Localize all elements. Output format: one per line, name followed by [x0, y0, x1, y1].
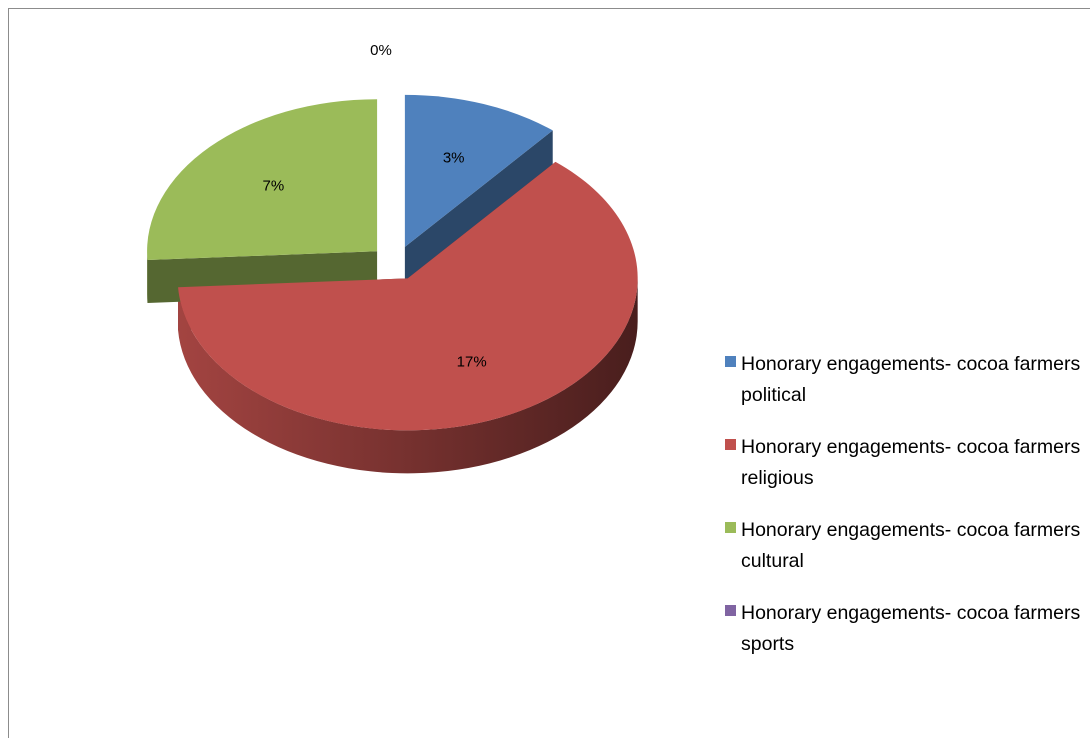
legend-swatch: [725, 356, 736, 367]
legend-label: Honorary engagements- cocoa farmers spor…: [741, 598, 1091, 660]
data-label: 7%: [263, 177, 285, 194]
legend-label: Honorary engagements- cocoa farmers reli…: [741, 432, 1091, 494]
legend-item: Honorary engagements- cocoa farmers reli…: [725, 432, 1091, 494]
data-label: 17%: [457, 354, 487, 371]
data-label: 3%: [443, 149, 465, 166]
legend-item: Honorary engagements- cocoa farmers poli…: [725, 349, 1091, 411]
legend-item: Honorary engagements- cocoa farmers cult…: [725, 515, 1091, 577]
legend-item: Honorary engagements- cocoa farmers spor…: [725, 598, 1091, 660]
data-label: 0%: [370, 42, 392, 59]
legend-swatch: [725, 522, 736, 533]
legend: Honorary engagements- cocoa farmers poli…: [725, 349, 1091, 681]
chart-area: 3% 17% 7% 0% Honorary engagements- cocoa fa…: [8, 8, 1090, 738]
legend-swatch: [725, 605, 736, 616]
legend-swatch: [725, 439, 736, 450]
legend-label: Honorary engagements- cocoa farmers cult…: [741, 515, 1091, 577]
legend-label: Honorary engagements- cocoa farmers poli…: [741, 349, 1091, 411]
